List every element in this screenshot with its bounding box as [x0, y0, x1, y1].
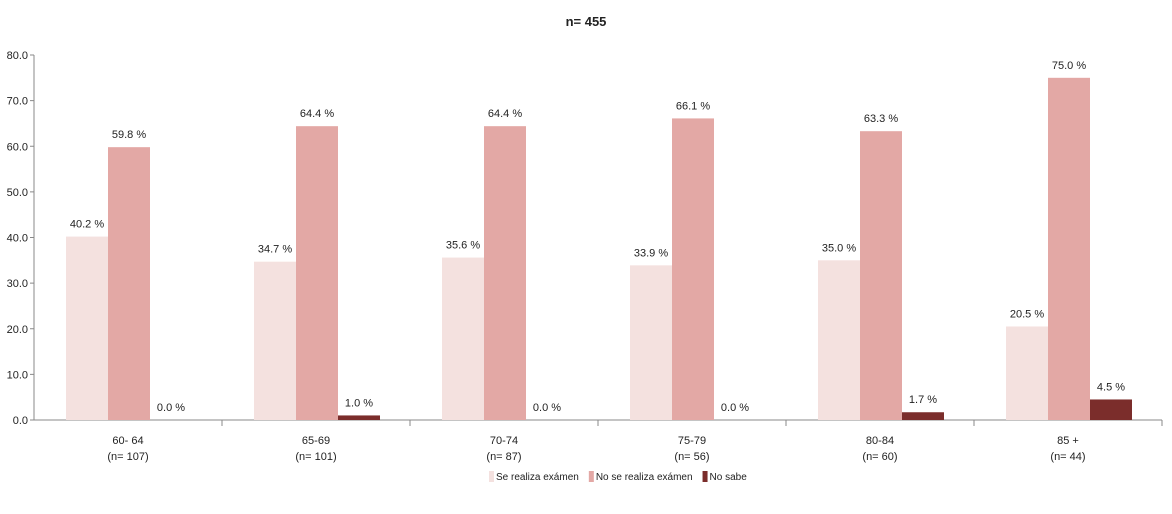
data-label: 0.0 % [533, 402, 561, 414]
legend-item: Se realiza exámen [489, 471, 579, 483]
bar [442, 257, 484, 420]
data-labels: 40.2 % 59.8 % 0.0 % 34.7 % 64.4 % 1.0 % 35.6 %… [70, 60, 1125, 414]
bars [66, 77, 1132, 421]
y-tick-label: 60.0 [7, 141, 28, 153]
data-label: 35.0 % [822, 242, 856, 254]
bar [296, 126, 338, 421]
data-label: 33.9 % [634, 247, 668, 259]
y-tick-label: 10.0 [7, 369, 28, 381]
x-tick-sublabel: (n= 60) [862, 451, 897, 463]
legend: Se realiza exámen No se realiza exámen No … [489, 471, 747, 483]
bar [818, 260, 860, 420]
data-label: 64.4 % [300, 108, 334, 120]
bar [672, 118, 714, 420]
data-label: 20.5 % [1010, 308, 1044, 320]
chart-title: n= 455 [566, 14, 607, 29]
x-tick-sublabel: (n= 87) [486, 451, 521, 463]
data-label: 66.1 % [676, 100, 710, 112]
x-tick-label: 75-79 [678, 435, 706, 447]
bar [338, 415, 380, 420]
data-label: 34.7 % [258, 244, 292, 256]
y-tick-label: 30.0 [7, 278, 28, 290]
x-tick-label: 65-69 [302, 435, 330, 447]
y-tick-label: 0.0 [13, 415, 28, 427]
bar [860, 131, 902, 420]
x-tick-sublabel: (n= 107) [107, 451, 148, 463]
data-label: 0.0 % [721, 402, 749, 414]
y-axis: 0.0 10.0 20.0 30.0 40.0 50.0 60.0 70.0 80.0 [7, 50, 35, 427]
data-label: 0.0 % [157, 402, 185, 414]
x-tick-sublabel: (n= 101) [295, 451, 336, 463]
legend-item: No se realiza exámen [588, 471, 693, 483]
legend-label: No sabe [710, 472, 748, 483]
bar [66, 236, 108, 420]
y-tick-label: 50.0 [7, 187, 28, 199]
x-axis: 60- 64 (n= 107) 65-69 (n= 101) 70-74 (n= 87) 7… [34, 419, 1163, 463]
legend-swatch [702, 471, 708, 482]
legend-label: No se realiza exámen [596, 472, 693, 483]
bar [1048, 77, 1090, 420]
bar [254, 261, 296, 420]
bar [630, 265, 672, 420]
data-label: 59.8 % [112, 129, 146, 141]
data-label: 63.3 % [864, 113, 898, 125]
bar [1006, 326, 1048, 420]
y-tick-label: 80.0 [7, 50, 28, 62]
legend-item: No sabe [702, 471, 748, 483]
legend-swatch [489, 471, 494, 482]
data-label: 1.7 % [909, 394, 937, 406]
x-tick-label: 60- 64 [112, 435, 143, 447]
x-tick-label: 80-84 [866, 435, 894, 447]
y-tick-label: 70.0 [7, 96, 28, 108]
bar [1090, 399, 1132, 420]
data-label: 40.2 % [70, 219, 104, 231]
x-tick-label: 85 + [1057, 435, 1079, 447]
x-tick-label: 70-74 [490, 435, 518, 447]
y-tick-label: 20.0 [7, 324, 28, 336]
data-label: 35.6 % [446, 240, 480, 252]
data-label: 4.5 % [1097, 381, 1125, 393]
legend-label: Se realiza exámen [496, 472, 579, 483]
x-tick-sublabel: (n= 56) [674, 451, 709, 463]
data-label: 1.0 % [345, 397, 373, 409]
x-tick-sublabel: (n= 44) [1050, 451, 1085, 463]
data-label: 64.4 % [488, 108, 522, 120]
bar [484, 126, 526, 421]
data-label: 75.0 % [1052, 60, 1086, 72]
bar [108, 147, 150, 420]
legend-swatch [588, 471, 594, 482]
bar [902, 412, 944, 420]
y-tick-label: 40.0 [7, 233, 28, 245]
